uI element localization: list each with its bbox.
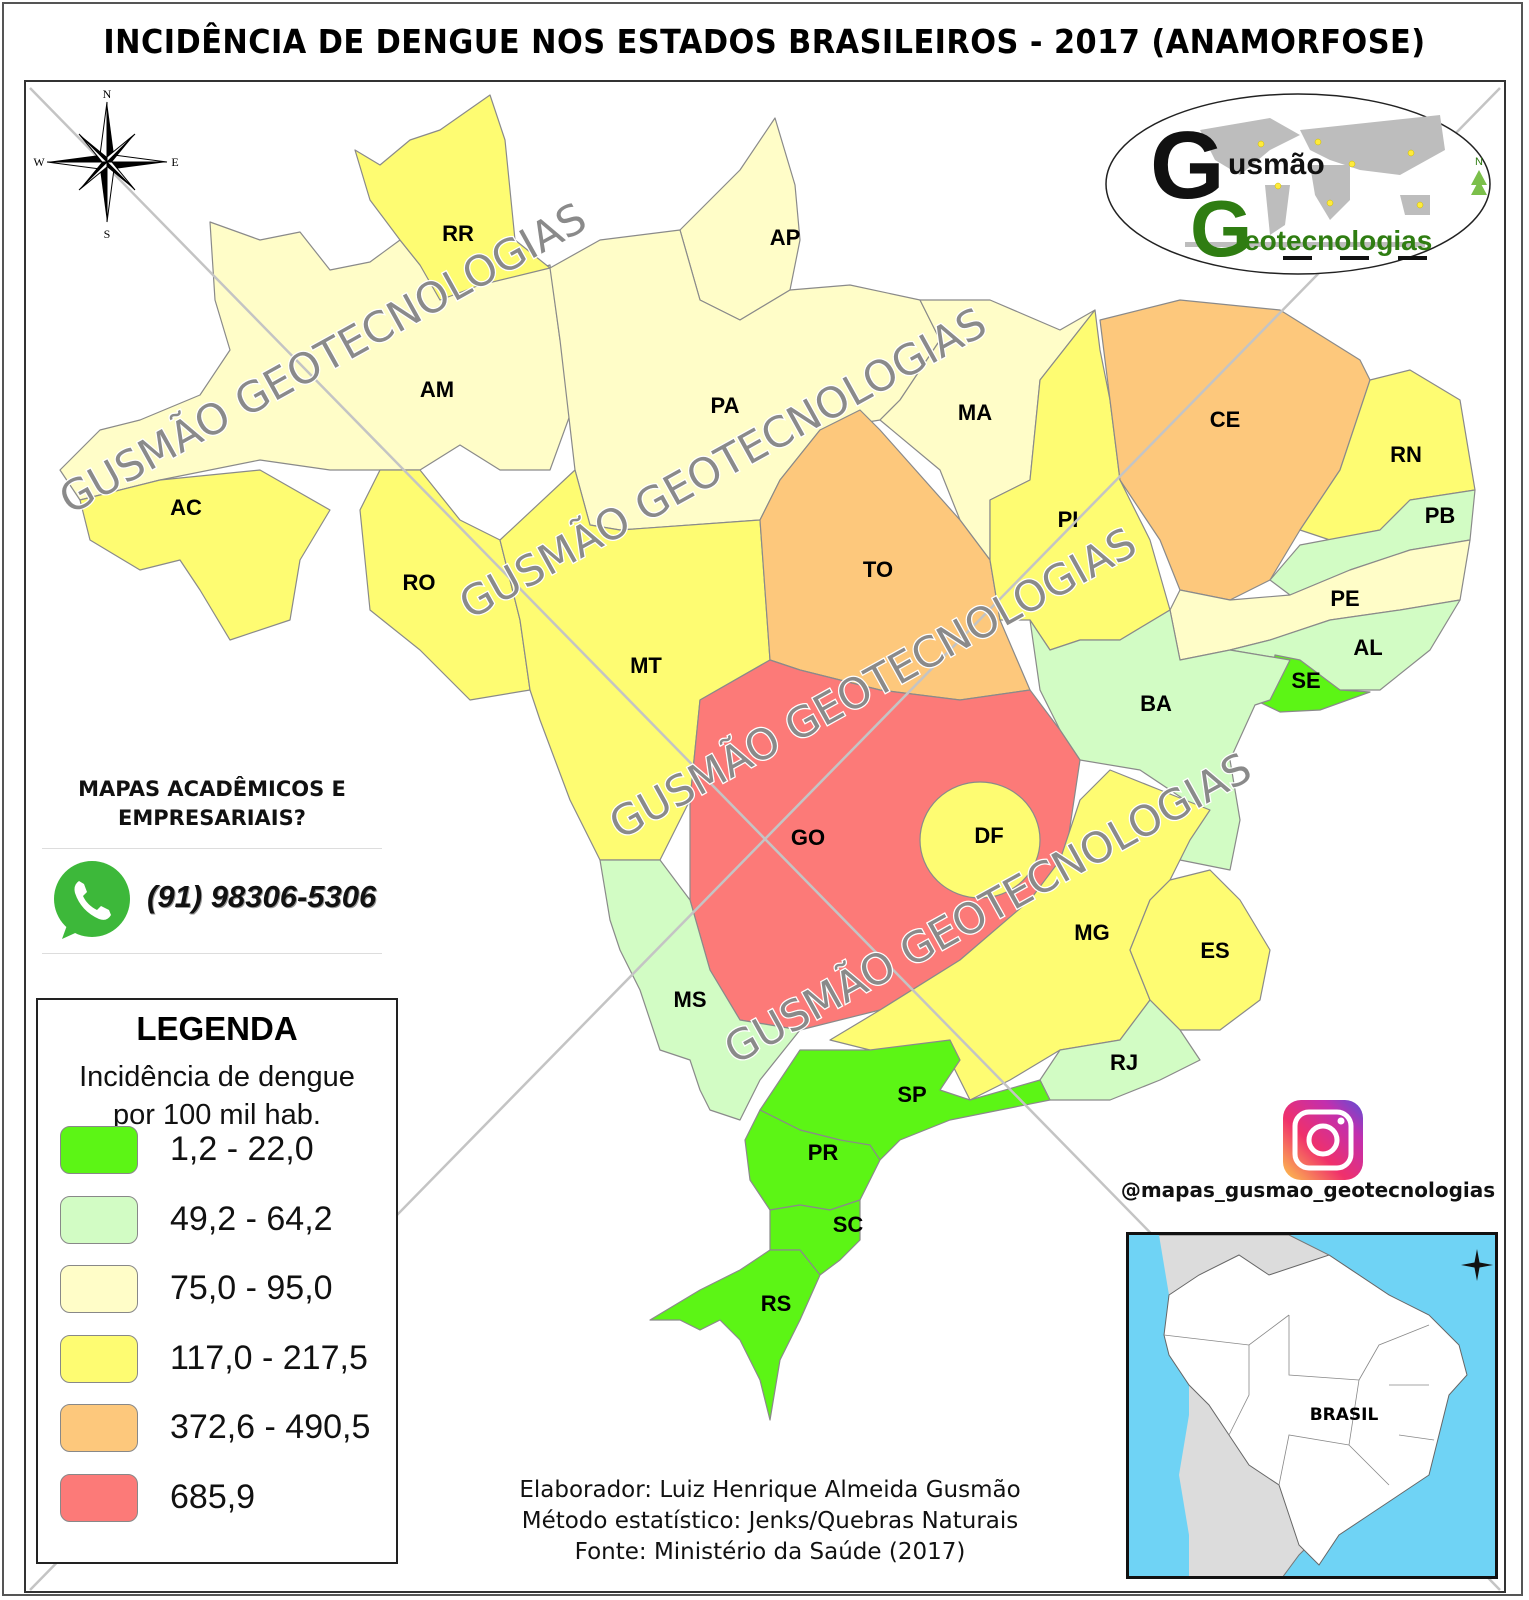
state-es: [1129, 869, 1271, 1031]
legend-subtitle: Incidência de dengue por 100 mil hab.: [79, 1061, 355, 1131]
label-df: DF: [974, 823, 1003, 848]
label-al: AL: [1353, 635, 1382, 660]
whatsapp-contact[interactable]: (91) 98306-5306: [42, 848, 382, 954]
label-rs: RS: [761, 1291, 792, 1316]
map-title: INCIDÊNCIA DE DENGUE NOS ESTADOS BRASILE…: [103, 22, 1426, 61]
state-ac: [79, 469, 331, 641]
legend-item: 117,0 - 217,5: [60, 1335, 390, 1385]
svg-text:usmão: usmão: [1228, 148, 1325, 181]
svg-text:E: E: [171, 155, 178, 169]
label-ma: MA: [958, 400, 992, 425]
label-ba: BA: [1140, 691, 1172, 716]
credit-source: Fonte: Ministério da Saúde (2017): [574, 1539, 966, 1565]
label-go: GO: [791, 825, 825, 850]
label-ms: MS: [674, 987, 707, 1012]
map-frame: [24, 80, 1506, 1593]
label-pr: PR: [808, 1140, 839, 1165]
label-am: AM: [420, 377, 454, 402]
svg-text:S: S: [104, 227, 111, 241]
state-rs: [649, 1249, 821, 1421]
svg-text:N: N: [1475, 156, 1483, 168]
label-ro: RO: [403, 570, 436, 595]
legend-swatch: [60, 1474, 138, 1522]
credit-author: Elaborador: Luiz Henrique Almeida Gusmão: [519, 1477, 1021, 1503]
instagram-handle[interactable]: @mapas_gusmao_geotecnologias: [1120, 1178, 1496, 1202]
state-rr: [354, 94, 551, 301]
label-ac: AC: [170, 495, 202, 520]
instagram-icon: [1283, 1100, 1363, 1180]
legend-item: 49,2 - 64,2: [60, 1196, 390, 1246]
legend-item: 372,6 - 490,5: [60, 1404, 390, 1454]
svg-text:G: G: [1190, 184, 1252, 273]
legend-swatch: [60, 1265, 138, 1313]
label-pa: PA: [711, 393, 740, 418]
legend-item: 1,2 - 22,0: [60, 1126, 390, 1176]
label-es: ES: [1200, 938, 1229, 963]
label-pe: PE: [1330, 586, 1359, 611]
label-ap: AP: [770, 225, 801, 250]
inset-locator-map: BRASIL: [1126, 1232, 1498, 1579]
label-ce: CE: [1210, 407, 1241, 432]
legend-item: 75,0 - 95,0: [60, 1265, 390, 1315]
label-rr: RR: [442, 221, 474, 246]
svg-text:N: N: [103, 87, 112, 101]
svg-text:G: G: [1150, 112, 1225, 219]
label-mt: MT: [630, 653, 662, 678]
label-rj: RJ: [1110, 1050, 1138, 1075]
north-arrow-icon: [1471, 170, 1487, 195]
label-se: SE: [1291, 668, 1320, 693]
state-labels: RR AP AM PA MA AC RO MT TO PI CE RN PB P…: [170, 221, 1455, 1316]
inset-label: BRASIL: [1310, 1405, 1379, 1425]
legend-title: LEGENDA: [136, 1010, 298, 1047]
inset-compass-icon: [1461, 1249, 1493, 1281]
label-pb: PB: [1425, 503, 1456, 528]
whatsapp-icon: [54, 861, 130, 939]
credit-method: Método estatístico: Jenks/Quebras Natura…: [521, 1508, 1019, 1534]
compass-rose-icon: N S E W: [33, 87, 178, 241]
svg-text:W: W: [33, 155, 45, 169]
legend-swatch: [60, 1404, 138, 1452]
state-df: [919, 781, 1041, 899]
legend-item: 685,9: [60, 1474, 390, 1524]
legend: LEGENDA Incidência de dengue por 100 mil…: [36, 998, 398, 1564]
svg-text:eotecnologias: eotecnologias: [1244, 225, 1432, 256]
label-sc: SC: [833, 1212, 864, 1237]
label-sp: SP: [897, 1082, 926, 1107]
state-ba: [1029, 609, 1291, 871]
legend-swatch: [60, 1126, 138, 1174]
world-map-icon: [1185, 115, 1445, 247]
gusmao-logo: G usmão G eotecnologias N: [1105, 93, 1491, 275]
state-ms: [599, 859, 801, 1121]
state-ap: [679, 117, 801, 321]
legend-swatch: [60, 1335, 138, 1383]
label-to: TO: [863, 557, 893, 582]
label-rn: RN: [1390, 442, 1422, 467]
promo-text: MAPAS ACADÊMICOS E EMPRESARIAIS?: [78, 777, 346, 830]
credits: Elaborador: Luiz Henrique Almeida Gusmão…: [480, 1475, 1060, 1568]
phone-number: (91) 98306-5306: [147, 879, 377, 914]
state-ce: [1099, 299, 1371, 601]
label-mg: MG: [1074, 920, 1109, 945]
inset-brazil-shape: [1163, 1254, 1468, 1566]
legend-swatch: [60, 1196, 138, 1244]
